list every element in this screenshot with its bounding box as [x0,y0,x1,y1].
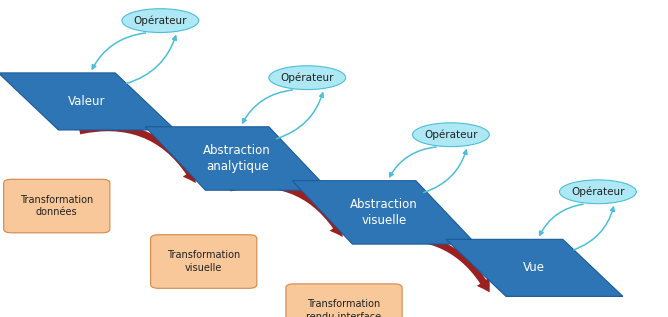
FancyArrowPatch shape [574,207,615,250]
Text: Transformation
visuelle: Transformation visuelle [167,250,240,273]
Ellipse shape [560,180,636,204]
Ellipse shape [269,66,346,89]
FancyArrowPatch shape [376,234,490,292]
FancyArrowPatch shape [389,147,436,177]
Text: Opérateur: Opérateur [134,15,187,26]
Text: Opérateur: Opérateur [424,129,478,140]
FancyArrowPatch shape [229,181,343,237]
Text: Opérateur: Opérateur [281,72,334,83]
Text: Abstraction
analytique: Abstraction analytique [203,144,271,173]
FancyArrowPatch shape [540,204,583,235]
Polygon shape [146,127,329,190]
FancyBboxPatch shape [286,284,402,317]
FancyBboxPatch shape [151,235,257,288]
Text: Vue: Vue [524,261,545,275]
FancyArrowPatch shape [277,93,323,139]
FancyArrowPatch shape [424,150,467,192]
Polygon shape [292,181,476,244]
Ellipse shape [413,123,490,146]
FancyArrowPatch shape [92,33,146,69]
FancyArrowPatch shape [242,90,293,123]
Polygon shape [0,73,175,130]
Text: Abstraction
visuelle: Abstraction visuelle [350,198,418,227]
FancyBboxPatch shape [4,179,110,233]
Ellipse shape [122,9,199,32]
Text: Opérateur: Opérateur [571,186,625,197]
Text: Transformation
rendu interface: Transformation rendu interface [307,300,381,317]
Polygon shape [446,239,623,296]
FancyArrowPatch shape [126,36,176,84]
Text: Valeur: Valeur [68,95,106,108]
Text: Transformation
données: Transformation données [20,195,94,217]
FancyArrowPatch shape [79,124,196,183]
